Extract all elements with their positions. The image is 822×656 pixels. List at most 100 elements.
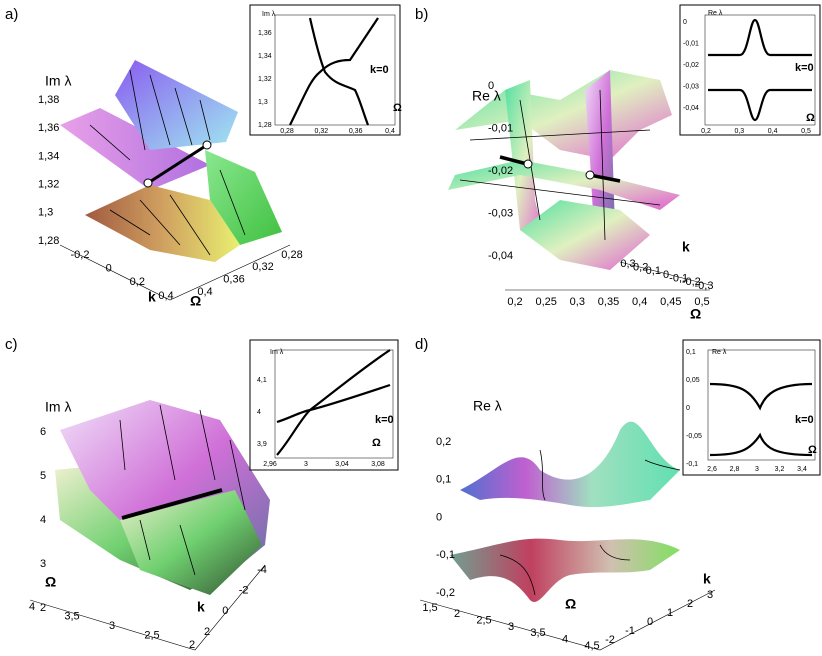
omega-tick-label: 3,5 <box>530 627 545 639</box>
omega-tick-label: 3,5 <box>64 610 79 622</box>
k-tick-label: 0 <box>222 605 228 617</box>
inset-x-tick: 0,36 <box>349 128 363 135</box>
k-tick-label: -0,1 <box>669 273 688 285</box>
omega-axis-label: Ω <box>690 306 701 322</box>
surface-d <box>450 421 681 603</box>
z-tick-label: 0 <box>436 511 442 523</box>
omega-tick-label: 1,5 <box>422 602 437 614</box>
inset-x-tick: 3,04 <box>335 461 349 468</box>
inset-y-tick: 1,34 <box>258 53 272 60</box>
k-tick-label: 0 <box>663 269 669 281</box>
inset-y-tick: 1,28 <box>258 122 272 129</box>
inset-note: k=0 <box>370 64 389 76</box>
inset-x-tick: 0,4 <box>768 128 778 135</box>
z-tick-label: -0,04 <box>488 250 513 262</box>
k-tick-label: -2 <box>605 634 615 646</box>
k-tick-label: -2 <box>239 585 249 597</box>
z-tick-label: 1,34 <box>38 150 59 162</box>
omega-tick-label: 0,45 <box>660 296 681 308</box>
z-tick-label: 2 <box>40 602 46 614</box>
omega-tick-label: 3 <box>109 620 115 632</box>
inset-y-tick: 0,05 <box>686 377 700 384</box>
k-tick-label: 2 <box>204 626 210 638</box>
omega-tick-label: 4 <box>29 601 35 613</box>
k-tick-label: 2 <box>687 598 693 610</box>
inset-y-tick: 3,9 <box>257 441 267 448</box>
inset-y-tick: 4 <box>257 409 261 416</box>
z-tick-label: 1,28 <box>38 235 59 247</box>
inset-y-tick: -0,03 <box>683 83 699 90</box>
omega-tick-label: 3 <box>508 621 514 633</box>
inset-x-tick: 0,3 <box>734 128 744 135</box>
k-tick-label: 0 <box>106 263 112 275</box>
k-axis-label: k <box>703 571 711 587</box>
inset-y-tick: 1,3 <box>258 99 268 106</box>
inset-y-tick: 0,1 <box>686 349 696 356</box>
omega-tick-label: 0,3 <box>570 296 585 308</box>
omega-tick-label: 0,35 <box>598 296 619 308</box>
inset-note: k=0 <box>795 62 814 74</box>
omega-tick-label: 2 <box>454 608 460 620</box>
omega-tick-label: 0,25 <box>535 296 556 308</box>
z-tick-label: -0,02 <box>488 165 513 177</box>
omega-tick-label: 0,28 <box>281 249 302 261</box>
panel-label: a) <box>5 6 18 23</box>
surface-a <box>60 60 282 262</box>
inset-x-label: Ω <box>808 444 817 456</box>
z-tick-label: 4 <box>40 514 46 526</box>
inset-x-tick: 2,8 <box>730 466 740 473</box>
inset-y-label: Im λ <box>262 11 276 18</box>
k-tick-label: 1 <box>667 607 673 619</box>
k-tick-label: -0,3 <box>695 280 714 292</box>
inset-x-tick: 3 <box>755 466 759 473</box>
inset-y-label: Re λ <box>708 10 723 17</box>
k-tick-label: -0,2 <box>682 276 701 288</box>
insets <box>249 4 821 476</box>
k-axis-label: k <box>197 599 205 615</box>
k-tick-label: -4 <box>257 564 267 576</box>
omega-tick-label: 0,4 <box>632 296 647 308</box>
inset-y-tick: 1,36 <box>258 30 272 37</box>
omega-tick-label: 4,5 <box>584 640 599 652</box>
k-tick-label: 0 <box>647 616 653 628</box>
inset-y-tick: 0 <box>683 19 687 26</box>
k-axis-label: k <box>682 239 690 255</box>
k-axis-label: k <box>148 289 156 305</box>
omega-axis-label: Ω <box>565 596 576 612</box>
omega-tick-label: 0,4 <box>197 286 212 298</box>
z-tick-label: 0,1 <box>436 474 451 486</box>
inset-x-label: Ω <box>372 437 381 449</box>
inset-x-tick: 3,2 <box>775 466 785 473</box>
omega-tick-label: 0,2 <box>507 296 522 308</box>
inset-y-tick: -0,05 <box>686 433 702 440</box>
z-tick-label: 0 <box>488 80 494 92</box>
inset-x-tick: 3 <box>304 461 308 468</box>
z-tick-label: 5 <box>40 470 46 482</box>
omega-tick-label: 4 <box>562 634 568 646</box>
z-tick-label: 1,3 <box>38 207 53 219</box>
panel-label: c) <box>5 336 18 353</box>
axes <box>29 244 716 651</box>
inset-y-tick: 4,1 <box>257 377 267 384</box>
inset-y-tick: -0,04 <box>683 105 699 112</box>
inset-x-tick: 3,4 <box>797 466 807 473</box>
inset-x-tick: 2,96 <box>263 461 277 468</box>
z-tick-label: -0,01 <box>488 122 513 134</box>
k-tick-label: -0,2 <box>71 249 90 261</box>
inset-y-tick: -0,01 <box>683 40 699 47</box>
inset-x-tick: 2,6 <box>707 466 717 473</box>
inset-note: k=0 <box>375 414 394 426</box>
inset-y-label: Re λ <box>712 349 727 356</box>
z-tick-label: 6 <box>40 426 46 438</box>
omega-axis-label: Ω <box>190 293 201 309</box>
z-axis-label: Im λ <box>45 399 71 415</box>
k-tick-label: 0,2 <box>633 262 648 274</box>
surface-c <box>55 400 270 595</box>
k-tick-label: 0,1 <box>646 265 661 277</box>
inset-x-tick: 0,28 <box>280 128 294 135</box>
inset-y-tick: -0,1 <box>686 461 698 468</box>
inset-y-tick: 1,32 <box>258 76 272 83</box>
inset-y-tick: -0,02 <box>683 62 699 69</box>
inset-y-label: Im λ <box>270 349 284 356</box>
z-tick-label: -0,1 <box>436 549 455 561</box>
